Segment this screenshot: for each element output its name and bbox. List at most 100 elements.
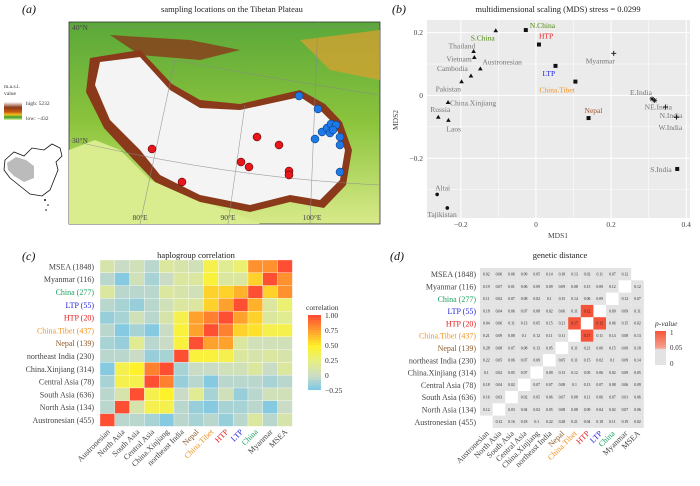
distance-value: 0.02 — [508, 383, 515, 387]
distance-value: 0.06 — [634, 408, 641, 412]
distance-value: 0.19 — [483, 285, 490, 289]
point-label: Nepal — [585, 106, 603, 115]
distance-cell — [555, 415, 569, 428]
heatmap-cell — [218, 298, 234, 312]
row-label: MSEA (1848) — [431, 270, 476, 279]
elevation-colorbar — [4, 102, 22, 120]
distance-cell — [618, 341, 632, 355]
distance-cell — [517, 391, 531, 404]
distance-cell — [631, 317, 644, 330]
point-altai — [435, 192, 439, 197]
heatmap-cell — [129, 285, 145, 299]
distance-matrix: 0.02 0.06 0.06 0.09 0.05 0.14 0.18 0.13 0.02 0.11… — [408, 268, 644, 470]
distance-cell — [517, 329, 531, 342]
distance-value: 0.17 — [584, 334, 591, 338]
distance-cell — [580, 280, 594, 293]
distance-cell — [530, 317, 543, 330]
distance-cell — [505, 268, 518, 281]
heatmap-cell — [173, 259, 189, 273]
heatmap-cell — [262, 298, 278, 312]
heatmap-cell — [99, 349, 115, 363]
heatmap-cell — [188, 285, 204, 299]
distance-value: 0.11 — [571, 309, 578, 313]
distance-value: 0.04 — [483, 322, 490, 326]
heatmap-cell — [129, 272, 145, 286]
distance-value: 0.16 — [483, 395, 490, 399]
distance-cell — [480, 378, 493, 391]
heatmap-cell — [203, 362, 219, 376]
distance-value: 0.14 — [634, 359, 641, 363]
heatmap-cell — [233, 298, 249, 312]
point-label: NE.India — [645, 102, 673, 111]
distance-cell — [568, 378, 581, 391]
colorbar-segment — [308, 345, 321, 348]
distance-cell — [517, 280, 531, 293]
distance-value: 0.09 — [546, 371, 553, 375]
distance-cell — [618, 304, 632, 318]
point-label: Laos — [446, 124, 461, 133]
distance-value: 0.08 — [559, 383, 566, 387]
distance-cell — [492, 317, 506, 330]
distance-cell — [492, 329, 506, 342]
heatmap-cell — [203, 311, 219, 325]
distance-value: 0.09 — [609, 309, 616, 313]
distance-cell — [568, 280, 581, 293]
distance-cell — [492, 280, 506, 293]
distance-cell — [505, 354, 518, 367]
distance-cell-significant — [593, 317, 606, 330]
point-label: Cambodia — [437, 64, 468, 73]
distance-value: 0.19 — [622, 420, 629, 424]
distance-cell — [618, 268, 632, 281]
distance-cell — [480, 341, 493, 355]
distance-value: 0.15 — [584, 285, 591, 289]
distance-value: 0.07 — [521, 371, 528, 375]
heatmap-cell — [277, 362, 293, 376]
colorbar-segment — [308, 317, 321, 321]
distance-cell — [505, 280, 518, 293]
distance-value: 0.01 — [622, 395, 629, 399]
distance-value: 0.02 — [609, 371, 616, 375]
distance-value: 0.12 — [483, 408, 490, 412]
distance-value: 0.08 — [571, 408, 578, 412]
legend-title-2: value — [4, 91, 16, 97]
distance-value: 0.17 — [571, 322, 578, 326]
distance-cell — [492, 366, 506, 379]
heatmap-cell — [262, 362, 278, 376]
distance-cell — [580, 354, 594, 367]
heatmap-cell — [129, 298, 145, 312]
colorbar-segment — [308, 370, 321, 373]
heatmap-cell — [99, 336, 115, 350]
distance-cell — [492, 415, 506, 428]
heatmap-cell — [129, 349, 145, 363]
distance-value: 0.21 — [571, 420, 578, 424]
distance-value: 0.02 — [546, 309, 553, 313]
heatmap-cell — [99, 259, 115, 273]
distance-cell — [580, 378, 594, 391]
distance-cell — [618, 317, 632, 330]
panel-d-title: genetic distance — [533, 250, 588, 260]
point-label: Thailand — [449, 41, 476, 50]
distance-value: 0.07 — [521, 309, 528, 313]
site-marker-red — [284, 170, 294, 180]
point-label: W.India — [658, 123, 682, 132]
heatmap-cell — [277, 272, 293, 286]
point-label: China.Xinjiang — [450, 98, 496, 107]
heatmap-cell — [233, 375, 249, 389]
row-label: LTP (55) — [447, 307, 476, 316]
distance-value: 0.28 — [559, 420, 566, 424]
china-inset-map — [3, 143, 63, 211]
distance-value: 0.06 — [546, 395, 553, 399]
distance-value: 0.13 — [521, 322, 528, 326]
heatmap-cell — [159, 336, 175, 350]
colorbar-segment — [308, 342, 321, 346]
distance-value: 0.02 — [533, 297, 540, 301]
heatmap-cell — [144, 362, 160, 376]
heatmap-cell — [144, 323, 160, 337]
heatmap-cell — [247, 311, 263, 325]
distance-value: 0.07 — [508, 346, 515, 350]
distance-cell — [618, 403, 632, 416]
site-marker-blue — [294, 91, 304, 101]
legend-title: correlation — [306, 303, 339, 312]
distance-cell — [618, 292, 632, 305]
